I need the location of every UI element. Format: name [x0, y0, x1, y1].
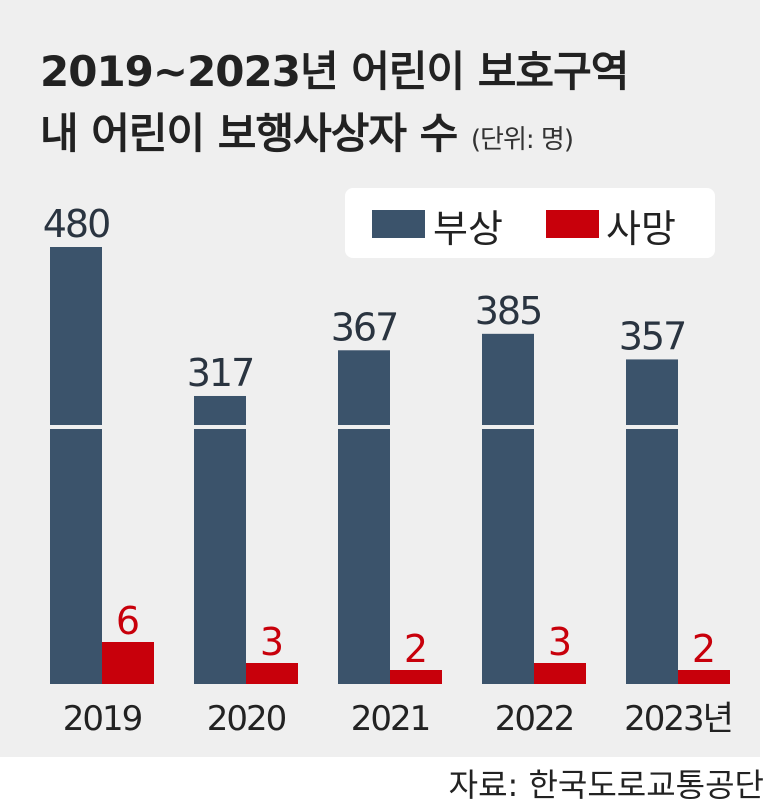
x-tick-label: 2020 — [207, 699, 286, 739]
x-tick-label: 2023년 — [624, 699, 732, 739]
bar-injured — [626, 359, 678, 684]
bar-deaths — [102, 642, 154, 684]
bar-injured — [194, 395, 246, 684]
data-label-deaths: 2 — [404, 627, 428, 671]
data-label-injured: 385 — [475, 289, 542, 333]
axis-break-mark — [192, 425, 248, 429]
axis-break-mark — [48, 425, 104, 429]
x-tick-label: 2021 — [351, 699, 430, 739]
x-tick-label: 2019 — [63, 699, 142, 739]
legend-swatch-injured — [372, 210, 425, 238]
source-note: 자료: 한국도로교통공단 — [448, 766, 764, 804]
axis-break-mark — [624, 425, 680, 429]
bar-injured — [50, 247, 102, 684]
data-label-injured: 357 — [619, 314, 686, 358]
chart-title-line1: 2019~2023년 어린이 보호구역 — [40, 47, 629, 96]
axis-break-mark — [336, 425, 392, 429]
data-label-injured: 317 — [187, 351, 254, 395]
data-label-injured: 367 — [331, 305, 398, 349]
legend-label-deaths: 사망 — [606, 207, 676, 251]
bar-deaths — [534, 663, 586, 684]
data-label-injured: 480 — [43, 202, 110, 246]
legend: 부상 사망 — [345, 188, 715, 258]
data-label-deaths: 3 — [260, 620, 284, 664]
bar-injured — [482, 333, 534, 684]
bar-deaths — [390, 670, 442, 684]
data-label-deaths: 3 — [548, 620, 572, 664]
axis-break-mark — [480, 425, 536, 429]
unit-label: (단위: 명) — [470, 125, 574, 155]
x-tick-label: 2022 — [495, 699, 574, 739]
title-line2-text: 내 어린이 보행사상자 수 — [40, 109, 458, 158]
bar-deaths — [678, 670, 730, 684]
legend-swatch-deaths — [546, 210, 599, 238]
legend-label-injured: 부상 — [433, 207, 503, 251]
bar-injured — [338, 350, 390, 684]
data-label-deaths: 6 — [116, 599, 140, 643]
data-label-deaths: 2 — [692, 627, 716, 671]
chart-title-line2: 내 어린이 보행사상자 수 (단위: 명) — [40, 100, 574, 161]
bar-deaths — [246, 663, 298, 684]
